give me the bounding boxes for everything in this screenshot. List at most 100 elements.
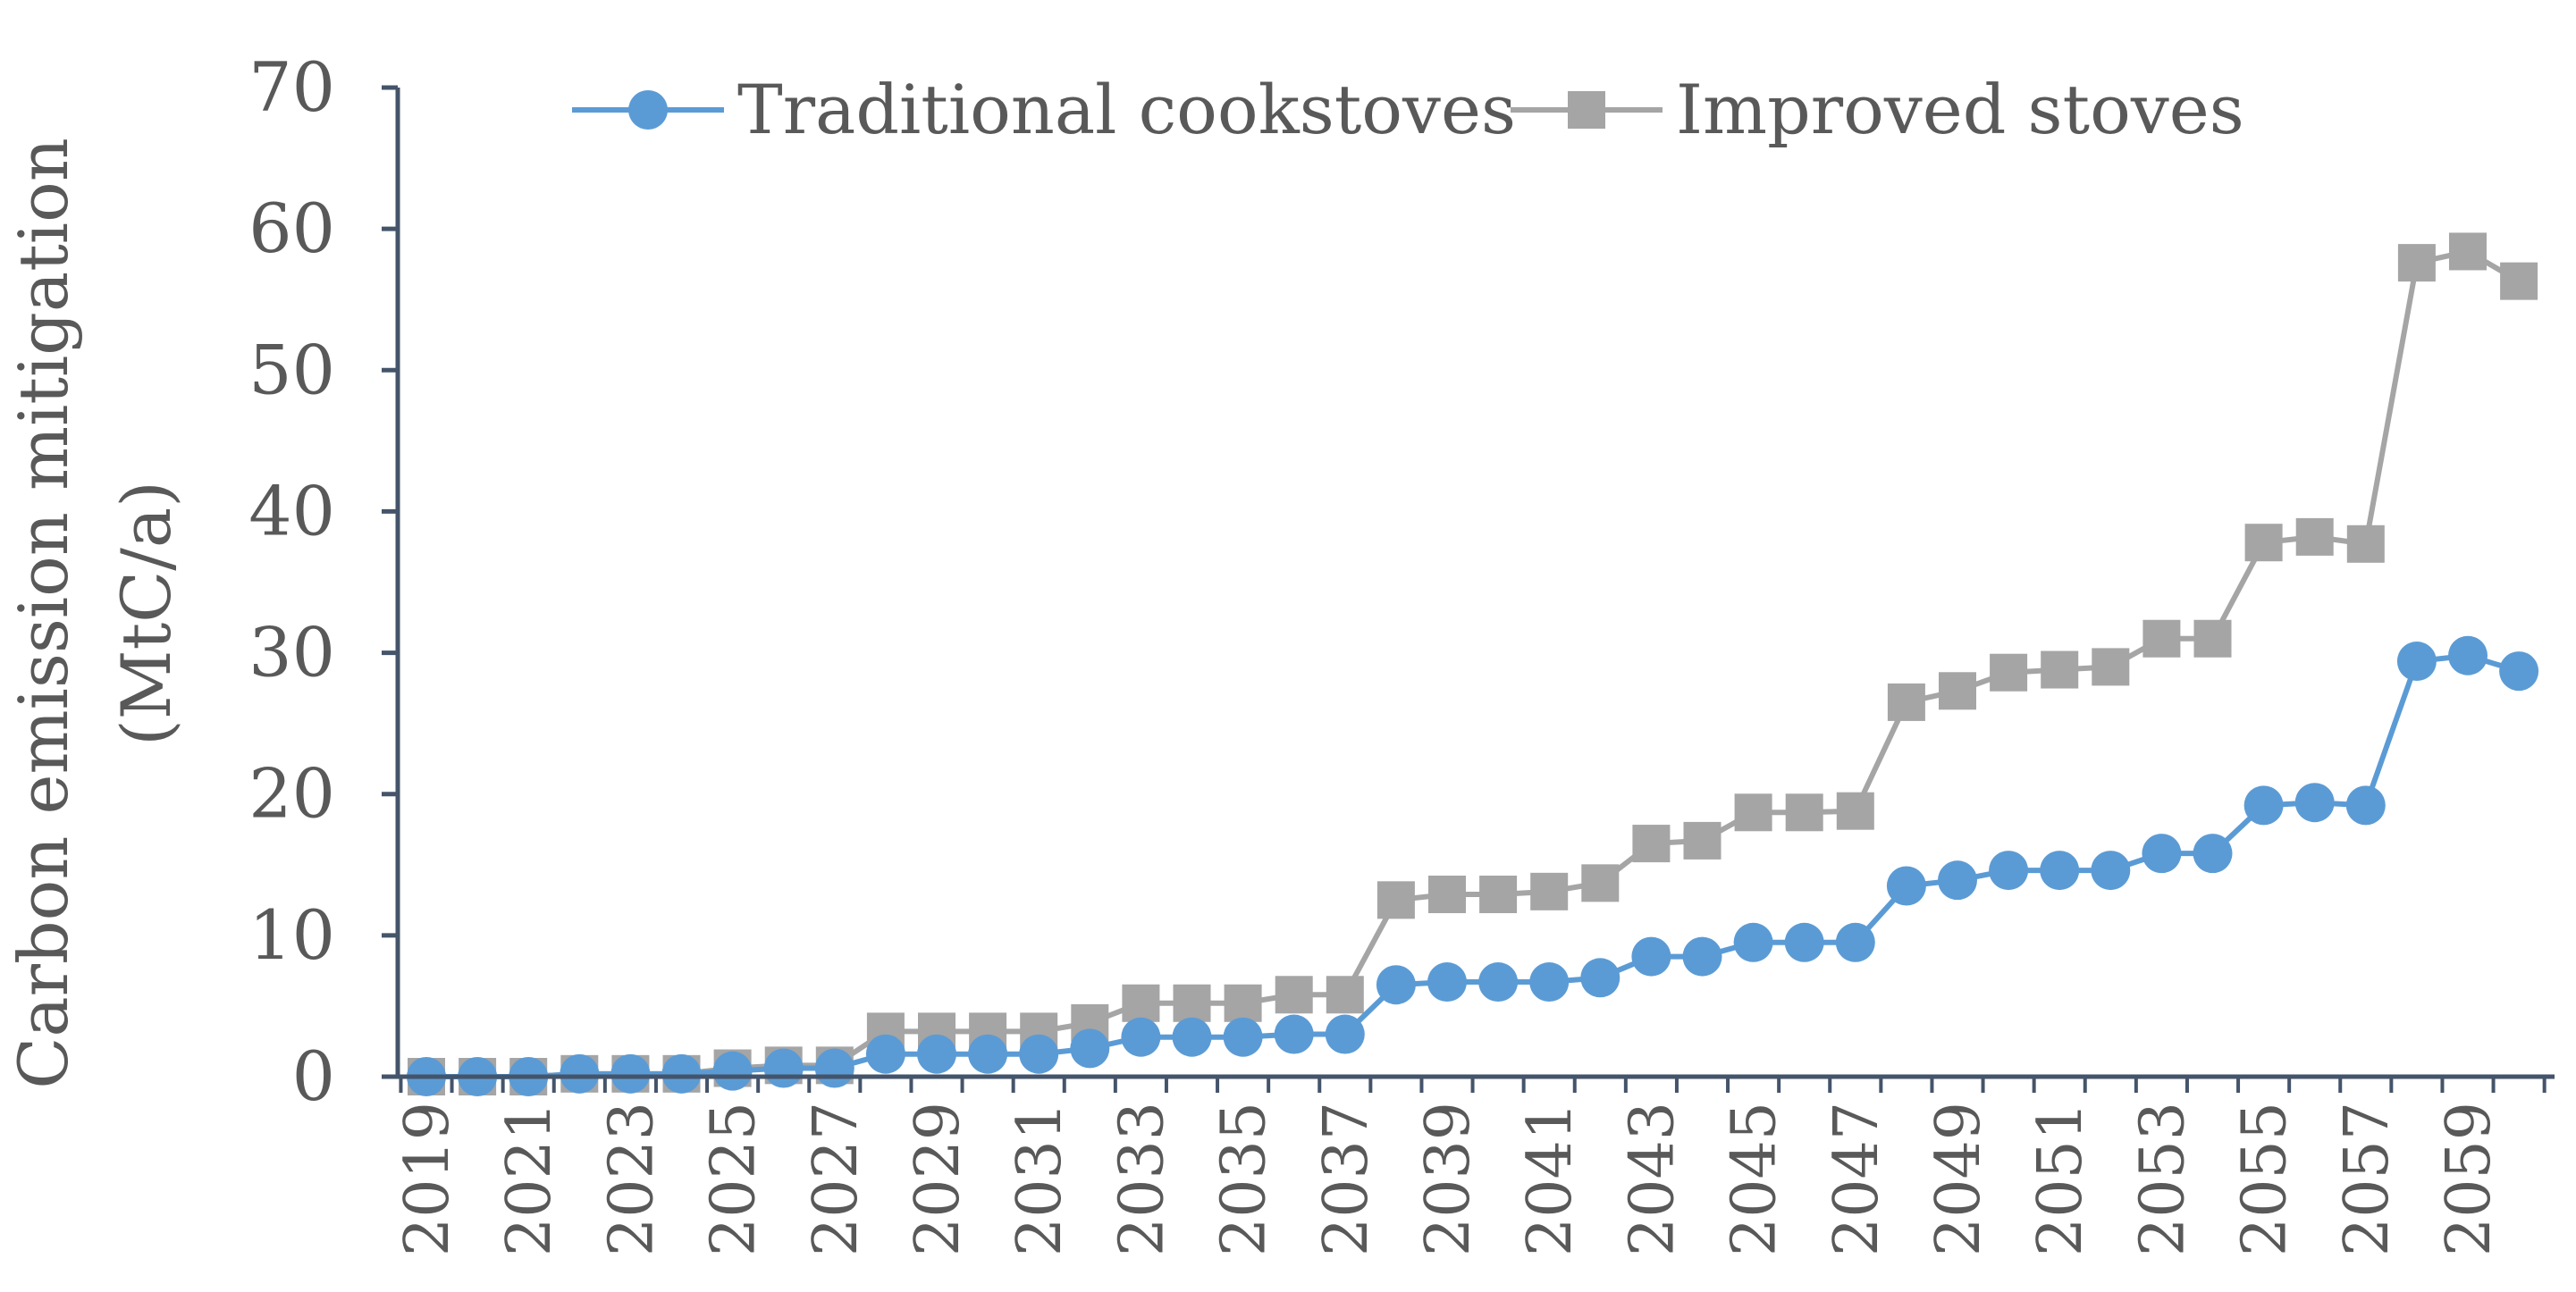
data-point — [1376, 965, 1416, 1005]
x-tick-label: 2057 — [2332, 1102, 2403, 1256]
data-point — [2142, 619, 2181, 658]
data-point — [968, 1034, 1008, 1074]
data-point — [1070, 1028, 1110, 1069]
data-point — [1223, 1017, 1263, 1057]
x-tick-label: 2053 — [2127, 1102, 2198, 1256]
y-tick-label: 10 — [248, 895, 335, 975]
data-point — [1427, 962, 1467, 1003]
data-point — [814, 1048, 854, 1088]
data-point — [1275, 976, 1313, 1014]
legend: Traditional cookstoves Improved stoves — [572, 70, 2244, 149]
data-point — [1989, 851, 2029, 891]
data-point — [1479, 875, 1518, 913]
data-point — [1173, 984, 1211, 1022]
data-point — [1530, 872, 1569, 910]
data-point — [1835, 922, 1875, 962]
y-tick-label: 60 — [248, 189, 335, 268]
data-point — [1939, 672, 1976, 710]
data-point — [1172, 1017, 1212, 1057]
data-point — [2040, 851, 2080, 891]
x-tick-label: 2027 — [801, 1102, 871, 1256]
data-point — [1938, 860, 1977, 901]
x-tick-label: 2021 — [494, 1102, 565, 1256]
legend-item: Traditional cookstoves — [572, 70, 1516, 149]
data-point — [2345, 785, 2386, 826]
data-point — [2500, 262, 2538, 300]
labels-layer: 0 10 20 30 40 50 60 70 2019 2021 2023 2025 2027 2029 2… — [4, 47, 2504, 1256]
y-axis-title: Carbon emission mitigation — [4, 138, 83, 1089]
data-point — [2295, 517, 2334, 556]
x-tick-label: 2041 — [1515, 1102, 1586, 1256]
y-tick-label: 40 — [248, 471, 335, 550]
legend-marker — [628, 90, 668, 130]
y-tick-label: 50 — [248, 330, 335, 409]
data-point — [2294, 783, 2335, 823]
x-tick-label: 2059 — [2434, 1102, 2504, 1256]
y-tick-label: 30 — [248, 613, 335, 692]
axes-layer — [382, 85, 2555, 1093]
data-point — [1886, 866, 1926, 906]
data-point — [2448, 635, 2488, 675]
y-tick-label: 20 — [248, 754, 335, 834]
data-point — [1529, 962, 1570, 1003]
y-axis-title: (MtC/a) — [106, 481, 186, 746]
data-point — [1376, 881, 1415, 919]
data-point — [1580, 958, 1621, 998]
data-point — [2092, 648, 2130, 686]
data-point — [1784, 922, 1824, 962]
data-point — [2041, 650, 2079, 689]
series-traditional-cookstoves — [407, 635, 2539, 1096]
x-tick-label: 2039 — [1413, 1102, 1484, 1256]
data-point — [1836, 792, 1874, 830]
x-tick-label: 2029 — [903, 1102, 973, 1256]
data-point — [1274, 1014, 1314, 1054]
x-tick-label: 2019 — [392, 1102, 463, 1256]
data-point — [1428, 875, 1466, 913]
data-point — [1631, 936, 1671, 977]
data-point — [2346, 524, 2385, 563]
data-point — [917, 1034, 956, 1074]
data-point — [763, 1048, 804, 1088]
legend-label: Traditional cookstoves — [737, 70, 1516, 149]
data-point — [560, 1053, 600, 1094]
x-tick-label: 2033 — [1107, 1102, 1177, 1256]
data-point — [2499, 651, 2539, 692]
x-tick-label: 2051 — [2025, 1102, 2096, 1256]
legend-label: Improved stoves — [1676, 70, 2244, 149]
data-point — [1734, 793, 1772, 832]
data-point — [865, 1034, 905, 1074]
data-point — [2244, 524, 2283, 562]
data-point — [1683, 821, 1722, 860]
data-point — [1733, 922, 1773, 962]
x-tick-label: 2043 — [1617, 1102, 1688, 1256]
legend-item: Improved stoves — [1511, 70, 2244, 149]
x-tick-label: 2037 — [1311, 1102, 1382, 1256]
data-point — [610, 1053, 651, 1094]
data-point — [2142, 834, 2182, 874]
data-point — [2397, 244, 2436, 282]
data-point — [2449, 232, 2487, 271]
x-tick-label: 2031 — [1005, 1102, 1075, 1256]
series-improved-stoves — [408, 232, 2538, 1095]
data-point — [2091, 851, 2131, 891]
x-tick-label: 2045 — [1720, 1102, 1790, 1256]
data-point — [1682, 936, 1722, 977]
data-point — [661, 1053, 702, 1094]
legend-marker — [1568, 91, 1605, 129]
data-point — [1990, 653, 2028, 692]
data-point — [1019, 1034, 1059, 1074]
data-point — [712, 1051, 753, 1091]
x-tick-label: 2055 — [2230, 1102, 2301, 1256]
data-point — [1478, 962, 1519, 1003]
data-point — [2396, 642, 2437, 682]
data-point — [1581, 864, 1620, 902]
x-tick-label: 2049 — [1924, 1102, 1994, 1256]
y-tick-label: 70 — [248, 47, 335, 127]
series-layer — [407, 232, 2539, 1096]
data-point — [1326, 976, 1364, 1014]
x-tick-label: 2023 — [596, 1102, 667, 1256]
data-point — [2193, 834, 2233, 874]
x-tick-label: 2025 — [699, 1102, 770, 1256]
data-point — [1121, 1017, 1161, 1057]
data-point — [2193, 619, 2232, 658]
